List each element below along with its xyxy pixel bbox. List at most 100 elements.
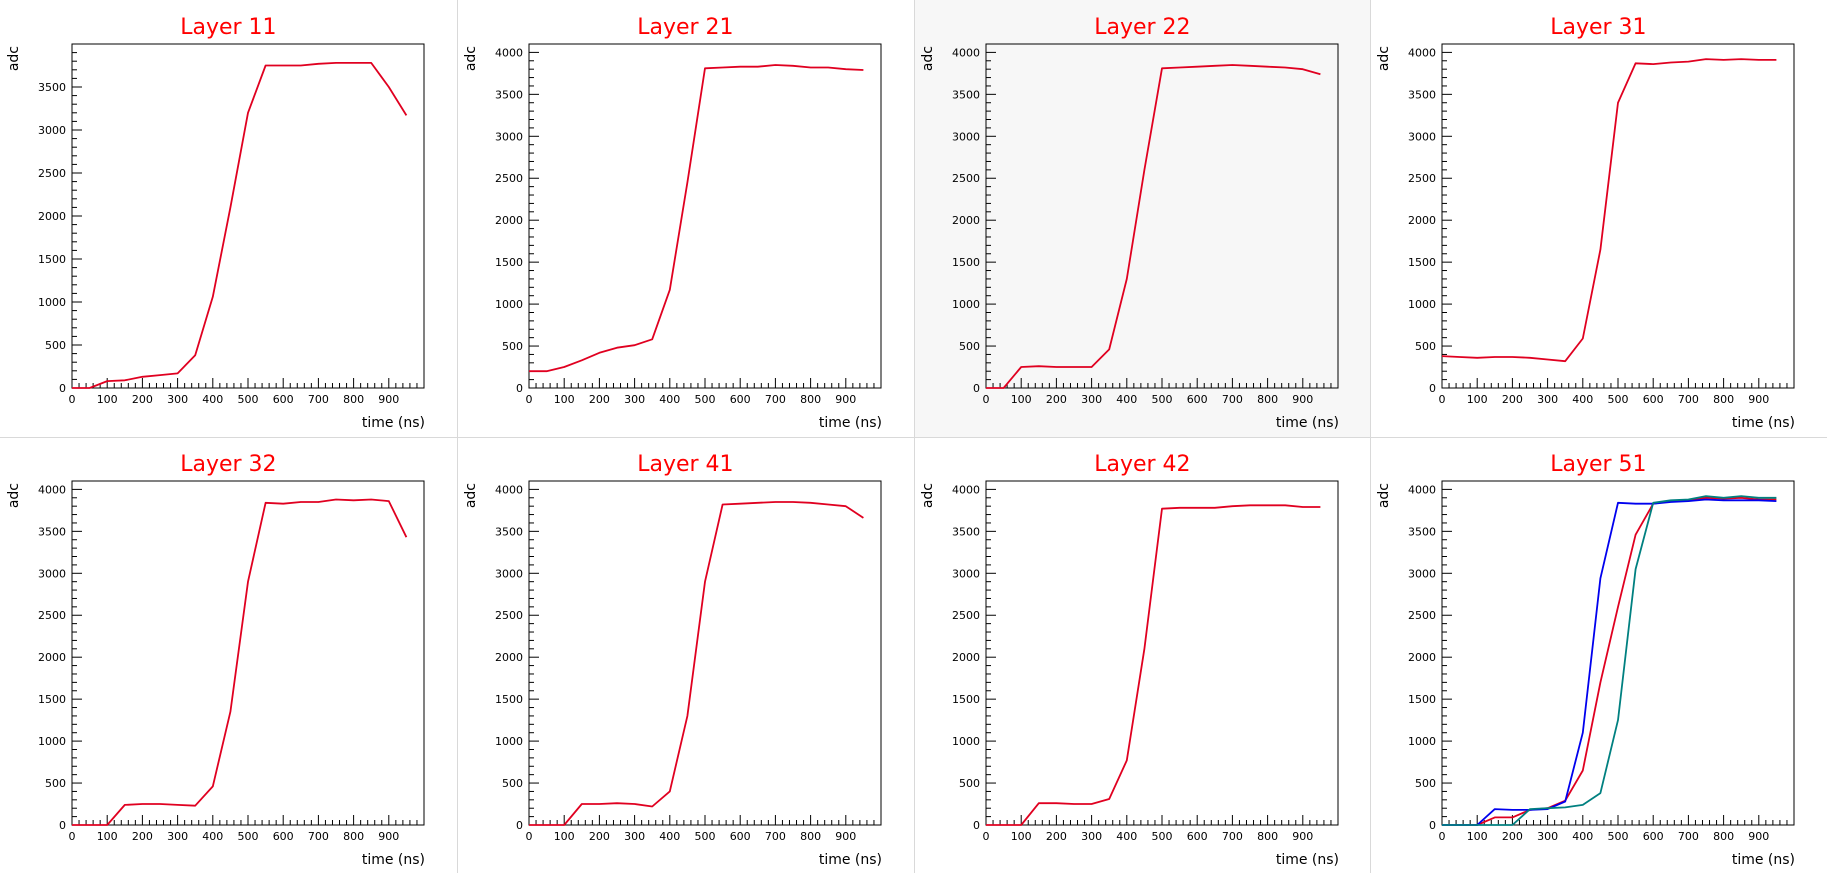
y-tick-label: 1500 (495, 256, 523, 269)
y-tick-label: 3500 (952, 88, 980, 101)
y-tick-label: 4000 (1408, 483, 1436, 496)
x-tick-label: 400 (202, 393, 223, 406)
x-tick-label: 200 (132, 830, 153, 843)
x-tick-label: 900 (378, 830, 399, 843)
y-tick-label: 1500 (495, 693, 523, 706)
y-tick-label: 3500 (495, 88, 523, 101)
y-axis-title: adc (920, 483, 936, 508)
y-tick-label: 1500 (1408, 693, 1436, 706)
y-tick-label: 2500 (38, 609, 66, 622)
chart-title: Layer 31 (1550, 15, 1646, 40)
x-tick-label: 600 (1643, 830, 1664, 843)
y-axis-title: adc (1376, 483, 1392, 508)
plot-frame (528, 43, 882, 389)
y-tick-label: 1000 (38, 735, 66, 748)
y-tick-label: 4000 (38, 483, 66, 496)
series-line-1 (528, 500, 864, 826)
x-axis-title: time (ns) (1275, 415, 1338, 431)
y-tick-label: 3000 (495, 567, 523, 580)
x-tick-label: 100 (1467, 393, 1488, 406)
y-tick-label: 3500 (38, 525, 66, 538)
y-tick-label: 1500 (1408, 256, 1436, 269)
y-tick-label: 2000 (952, 214, 980, 227)
x-tick-label: 100 (553, 830, 574, 843)
x-tick-label: 900 (835, 393, 856, 406)
y-tick-label: 2500 (952, 172, 980, 185)
x-tick-label: 100 (97, 393, 118, 406)
y-tick-label: 500 (45, 777, 66, 790)
pad-1: Layer 11 0 500 1000 1500 2000 2500 3000 3500 0 100… (0, 0, 457, 437)
x-tick-label: 500 (1608, 830, 1629, 843)
series-line-1 (985, 503, 1320, 826)
x-tick-label: 200 (589, 830, 610, 843)
y-tick-label: 3000 (952, 130, 980, 143)
x-tick-label: 800 (800, 393, 821, 406)
y-tick-label: 3000 (1408, 567, 1436, 580)
x-tick-label: 0 (1439, 830, 1446, 843)
x-tick-label: 800 (343, 830, 364, 843)
x-tick-label: 0 (69, 830, 76, 843)
x-tick-label: 900 (835, 830, 856, 843)
pad-separator-vertical (457, 0, 458, 873)
series-line-3 (1442, 494, 1777, 826)
y-axis-title: adc (463, 483, 479, 508)
y-tick-label: 2500 (1408, 172, 1436, 185)
x-tick-label: 300 (1537, 393, 1558, 406)
chart-svg: Layer 4205001000150020002500300035004000… (920, 452, 1339, 868)
y-tick-label: 0 (973, 382, 980, 395)
y-tick-label: 1500 (38, 693, 66, 706)
x-tick-label: 100 (1467, 830, 1488, 843)
y-tick-label: 500 (1415, 340, 1436, 353)
y-tick-label: 2000 (1408, 214, 1436, 227)
y-tick-label: 1000 (38, 296, 66, 309)
x-tick-label: 200 (1502, 830, 1523, 843)
x-tick-label: 900 (378, 393, 399, 406)
y-tick-label: 500 (502, 777, 523, 790)
x-tick-label: 0 (1439, 393, 1446, 406)
x-axis-title: time (ns) (362, 852, 425, 868)
plot-frame (1441, 480, 1795, 825)
pad-separator-vertical (914, 0, 915, 873)
pad-8: Layer 51 0 500 1000 1500 2000 2500 3000 3500 4000… (1370, 436, 1827, 873)
y-tick-label: 1000 (495, 735, 523, 748)
x-tick-label: 400 (1116, 830, 1137, 843)
x-tick-label: 400 (659, 830, 680, 843)
y-tick-label: 3500 (495, 525, 523, 538)
x-axis-title: time (ns) (1275, 852, 1338, 868)
y-tick-label: 1000 (495, 298, 523, 311)
y-tick-label: 2500 (495, 172, 523, 185)
x-tick-label: 800 (800, 830, 821, 843)
x-tick-label: 200 (1045, 393, 1066, 406)
x-tick-label: 300 (1081, 830, 1102, 843)
y-axis-title: adc (6, 483, 22, 508)
chart-svg: Layer 3105001000150020002500300035004000… (1376, 15, 1795, 431)
x-tick-label: 700 (1678, 393, 1699, 406)
x-tick-label: 200 (132, 393, 153, 406)
y-tick-label: 4000 (1408, 46, 1436, 59)
y-axis-title: adc (1376, 46, 1392, 71)
x-tick-label: 500 (694, 830, 715, 843)
x-tick-label: 900 (1749, 393, 1770, 406)
chart-title: Layer 21 (637, 15, 733, 40)
y-tick-label: 2000 (495, 651, 523, 664)
y-tick-label: 1000 (952, 298, 980, 311)
x-tick-label: 600 (729, 830, 750, 843)
series-line-1 (72, 498, 408, 826)
x-tick-label: 0 (525, 393, 532, 406)
x-tick-label: 400 (1116, 393, 1137, 406)
y-axis-title: adc (463, 46, 479, 71)
y-tick-label: 3500 (1408, 88, 1436, 101)
y-tick-label: 2000 (1408, 651, 1436, 664)
x-axis-title: time (ns) (1732, 852, 1795, 868)
chart-svg: Layer 3205001000150020002500300035004000… (6, 452, 425, 868)
series-line-1 (985, 64, 1321, 389)
x-tick-label: 100 (97, 830, 118, 843)
pad-separator-vertical (1370, 0, 1371, 873)
x-tick-label: 600 (1186, 830, 1207, 843)
x-tick-label: 500 (694, 393, 715, 406)
y-tick-label: 4000 (952, 483, 980, 496)
pad-6: Layer 41 0 500 1000 1500 2000 2500 3000 3500 4000… (456, 436, 914, 873)
y-tick-label: 3000 (38, 124, 66, 137)
x-tick-label: 800 (1713, 393, 1734, 406)
chart-svg: Layer 5105001000150020002500300035004000… (1376, 452, 1795, 868)
